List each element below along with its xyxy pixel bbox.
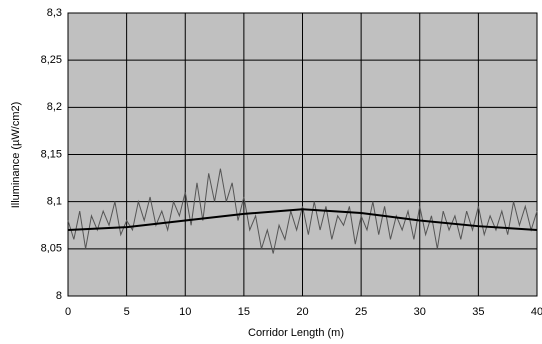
x-tick-label: 10 bbox=[179, 306, 191, 318]
y-tick-label: 8,3 bbox=[47, 7, 62, 19]
x-tick-label: 35 bbox=[472, 306, 484, 318]
y-tick-label: 8,15 bbox=[41, 148, 62, 160]
data-line bbox=[67, 168, 538, 254]
y-axis-label: Illuminance (µW/cm2) bbox=[10, 102, 22, 209]
y-tick-label: 8,2 bbox=[47, 101, 62, 113]
y-tick-label: 8 bbox=[56, 290, 62, 302]
x-tick-label: 20 bbox=[296, 306, 308, 318]
x-tick-label: 40 bbox=[531, 306, 542, 318]
y-tick-label: 8,1 bbox=[47, 196, 62, 208]
x-tick-label: 25 bbox=[355, 306, 367, 318]
x-tick-label: 15 bbox=[238, 306, 250, 318]
x-tick-label: 30 bbox=[414, 306, 426, 318]
x-tick-label: 0 bbox=[65, 306, 71, 318]
data-line bbox=[67, 208, 538, 231]
x-axis-label: Corridor Length (m) bbox=[248, 327, 344, 339]
y-tick-label: 8,05 bbox=[41, 243, 62, 255]
y-tick-label: 8,25 bbox=[41, 54, 62, 66]
x-tick-label: 5 bbox=[124, 306, 130, 318]
